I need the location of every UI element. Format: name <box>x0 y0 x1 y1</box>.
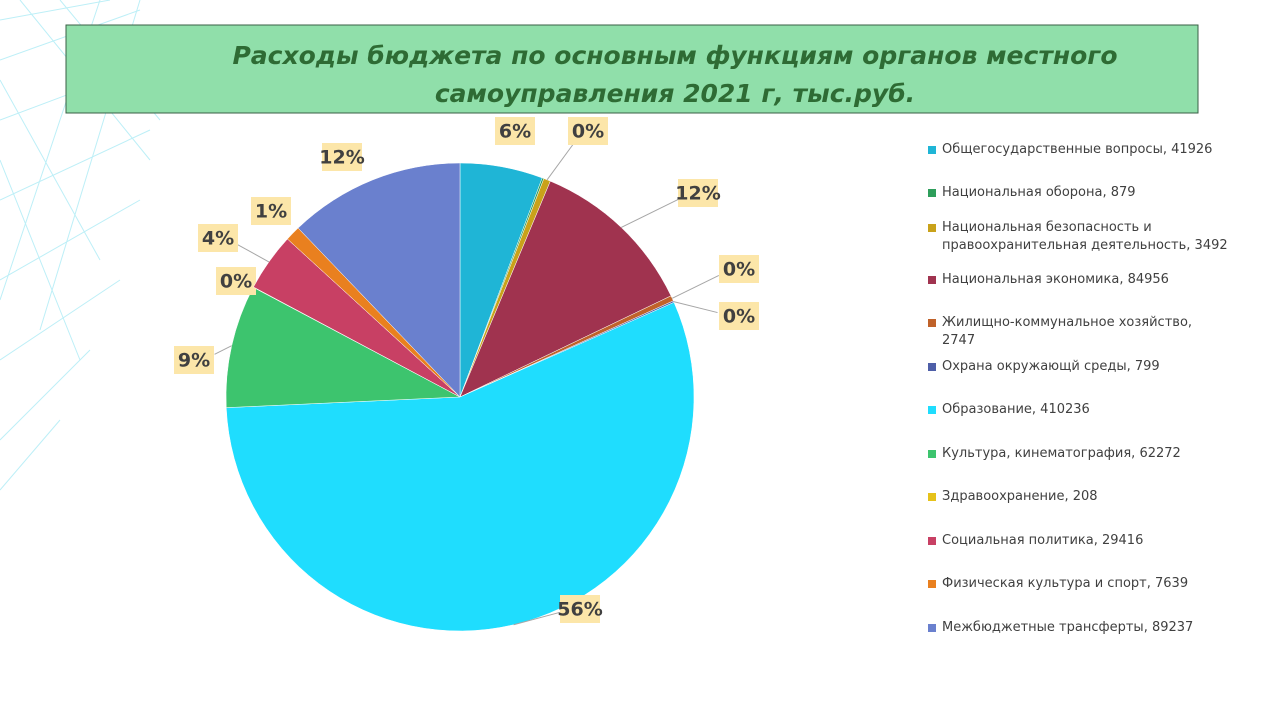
legend-item: Социальная политика, 29416 <box>928 532 1228 550</box>
data-label-box <box>560 595 600 623</box>
leader-line <box>546 142 575 181</box>
legend-marker <box>928 537 936 545</box>
data-label: 9% <box>178 350 210 372</box>
legend-label: Национальная безопасность и правоохранит… <box>942 220 1228 253</box>
legend-label: Жилищно-коммунальное хозяйство, 2747 <box>942 315 1193 348</box>
leader-line <box>214 345 232 355</box>
data-label-box <box>174 346 214 374</box>
leader-line <box>237 244 270 263</box>
legend-item: Здравоохранение, 208 <box>928 488 1228 506</box>
legend-item: Культура, кинематография, 62272 <box>928 445 1228 463</box>
data-label-box <box>719 255 759 283</box>
legend-marker <box>928 319 936 327</box>
legend-label: Общегосударственные вопросы, 41926 <box>942 142 1213 157</box>
legend-label: Образование, 410236 <box>942 402 1090 417</box>
legend-item: Образование, 410236 <box>928 401 1228 419</box>
title-box <box>65 24 1199 114</box>
chart-title: самоуправления 2021 г, тыс.руб. <box>435 79 915 108</box>
leader-line <box>621 199 679 228</box>
chart-title: Расходы бюджета по основным функциям орг… <box>232 41 1117 70</box>
legend-marker <box>928 580 936 588</box>
legend-marker <box>928 189 936 197</box>
data-label: 12% <box>675 183 720 205</box>
data-label-box <box>322 143 362 171</box>
pie-slice <box>297 162 461 398</box>
legend-marker <box>928 450 936 458</box>
legend-marker <box>928 493 936 501</box>
data-label-box <box>678 179 718 207</box>
legend-item: Национальная оборона, 879 <box>928 184 1228 202</box>
legend-item: Национальная экономика, 84956 <box>928 271 1228 289</box>
legend-item: Общегосударственные вопросы, 41926 <box>928 141 1228 159</box>
legend-label: Социальная политика, 29416 <box>942 533 1144 548</box>
leader-line <box>673 301 718 314</box>
legend-label: Межбюджетные трансферты, 89237 <box>942 620 1194 635</box>
legend-label: Физическая культура и спорт, 7639 <box>942 576 1189 591</box>
data-label-box <box>198 224 238 252</box>
legend-marker <box>928 146 936 154</box>
legend-marker <box>928 276 936 284</box>
data-label-box <box>719 302 759 330</box>
data-label-box <box>495 117 535 145</box>
legend-label: Национальная оборона, 879 <box>942 185 1136 200</box>
legend-label: Охрана окружающй среды, 799 <box>942 359 1160 374</box>
legend-item: Межбюджетные трансферты, 89237 <box>928 619 1228 637</box>
data-label-box <box>216 267 256 295</box>
data-label: 56% <box>557 599 602 621</box>
data-label-box <box>251 197 291 225</box>
data-label: 0% <box>723 306 755 328</box>
leader-line <box>513 612 559 626</box>
legend-item: Национальная безопасность и правоохранит… <box>928 219 1228 255</box>
data-label: 12% <box>319 147 364 169</box>
data-label: 6% <box>499 121 531 143</box>
legend-item: Физическая культура и спорт, 7639 <box>928 575 1228 593</box>
data-label: 0% <box>572 121 604 143</box>
legend-label: Национальная экономика, 84956 <box>942 272 1169 287</box>
data-label: 4% <box>202 228 234 250</box>
legend-marker <box>928 224 936 232</box>
legend-marker <box>928 624 936 632</box>
legend-item: Охрана окружающй среды, 799 <box>928 358 1228 376</box>
legend-marker <box>928 406 936 414</box>
legend-marker <box>928 363 936 371</box>
data-label: 0% <box>220 271 252 293</box>
legend-label: Культура, кинематография, 62272 <box>942 446 1181 461</box>
legend-item: Жилищно-коммунальное хозяйство, 2747 <box>928 314 1228 350</box>
leader-line <box>671 274 720 299</box>
data-label-box <box>568 117 608 145</box>
legend-label: Здравоохранение, 208 <box>942 489 1098 504</box>
data-label: 0% <box>723 259 755 281</box>
data-label: 1% <box>255 201 287 223</box>
